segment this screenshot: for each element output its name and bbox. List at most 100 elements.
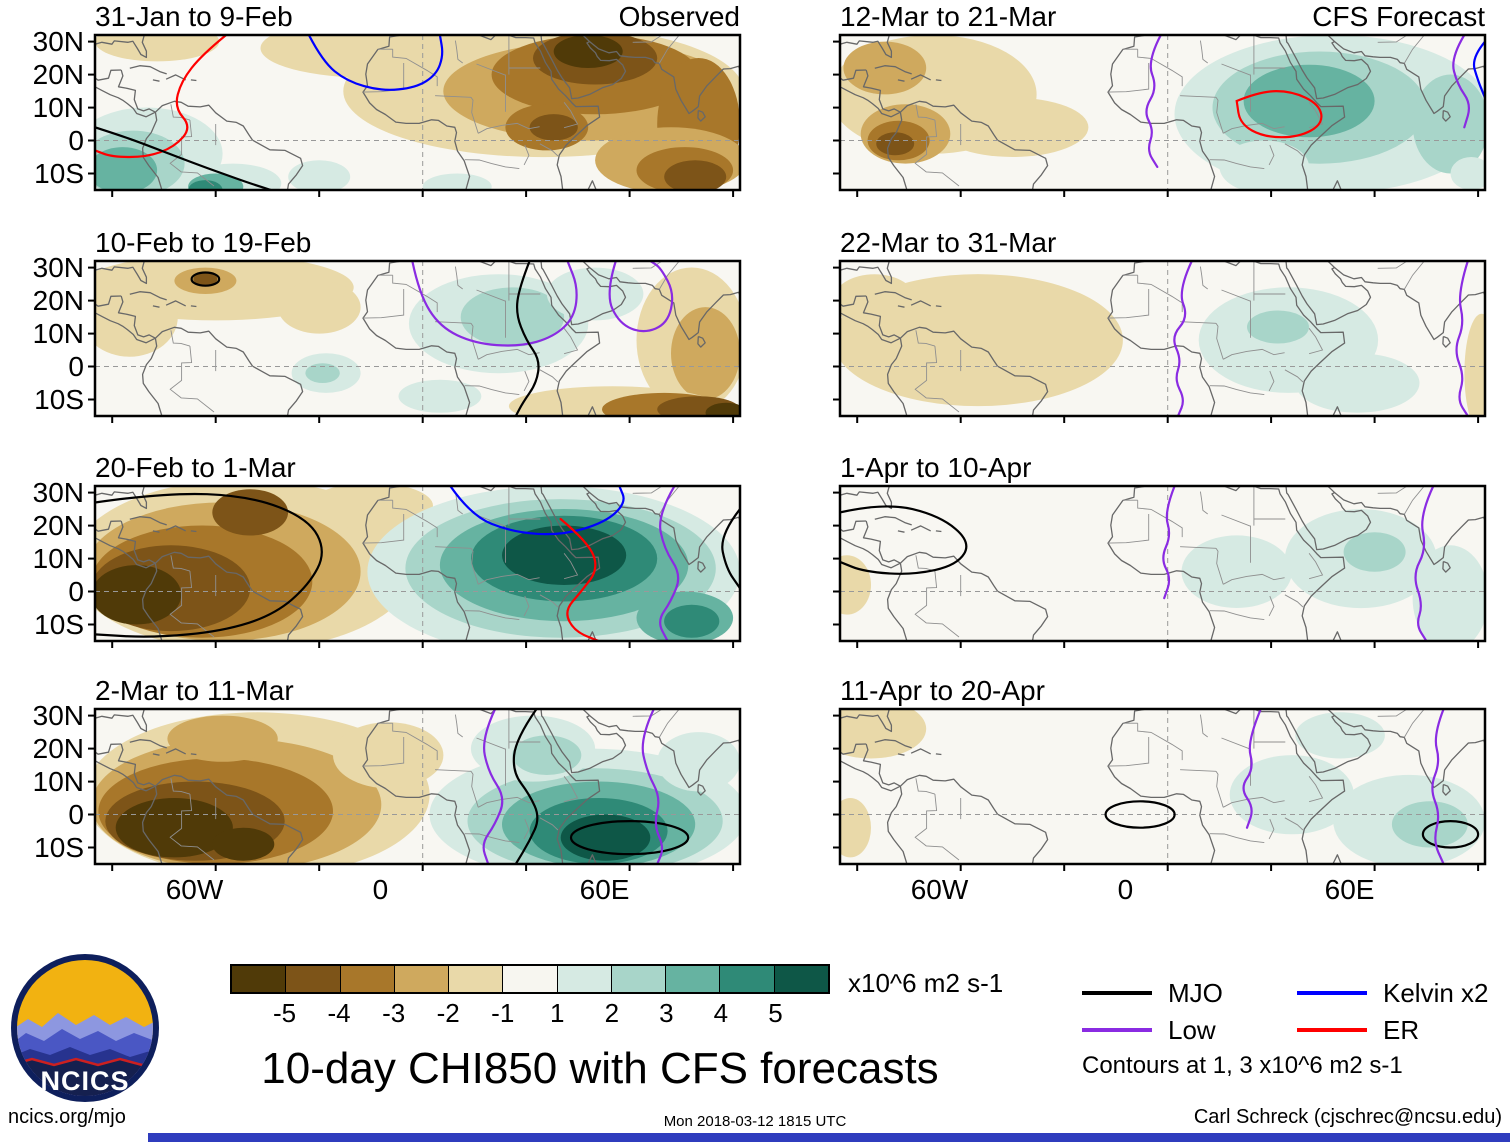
colorbar-segment [666, 966, 721, 992]
colorbar-segment [449, 966, 504, 992]
colorbar-segment [286, 966, 341, 992]
colorbar-tick-label: 4 [713, 998, 729, 1028]
panel-title: 31-Jan to 9-Feb [95, 1, 293, 32]
panel-title: 20-Feb to 1-Mar [95, 452, 296, 483]
panel-title: 11-Apr to 20-Apr [840, 675, 1045, 706]
lon-axis-label: 60E [1324, 874, 1375, 905]
map-panel-1 [88, 33, 742, 197]
ncics-logo: NCICS [11, 954, 159, 1102]
lon-axis-label: 0 [1117, 874, 1134, 905]
colorbar-tick-label: -5 [272, 998, 297, 1028]
colorbar-tick-label: -3 [382, 998, 406, 1028]
lat-axis-label: 10N [32, 317, 84, 349]
colorbar-tick-label: 3 [659, 998, 674, 1028]
lat-axis-label: 10N [32, 91, 84, 123]
panel-header: 12-Mar to 21-Mar CFS Forecast [840, 2, 1485, 32]
panel-title: 22-Mar to 31-Mar [840, 227, 1057, 258]
map-panel-5 [833, 33, 1487, 197]
legend-line-sample [1297, 991, 1367, 995]
lat-axis-label: 20N [32, 732, 84, 764]
lon-axis-label: 60W [165, 874, 224, 905]
lat-axis-label: 30N [32, 699, 84, 731]
colorbar-segment [557, 966, 612, 992]
panel-corner-label: CFS Forecast [1312, 1, 1485, 32]
panel-header: 10-Feb to 19-Feb [95, 228, 740, 258]
colorbar-segment [720, 966, 775, 992]
colorbar-tick-labels: -5 -4 -3 -2 -1 1 2 3 4 5 [230, 998, 830, 1030]
lat-axis-label: 20N [32, 509, 84, 541]
lat-axis-label: 30N [32, 25, 84, 57]
map-plot [833, 707, 1487, 871]
colorbar-tick-label: -1 [491, 998, 515, 1028]
map-plot [833, 484, 1487, 648]
legend-line-sample [1082, 991, 1152, 995]
lat-axis-label: 0 [68, 124, 84, 156]
lat-axis-label: 10N [32, 542, 84, 574]
lat-axis-label: 20N [32, 58, 84, 90]
colorbar-tick-label: -4 [327, 998, 351, 1028]
contour-note: Contours at 1, 3 x10^6 m2 s-1 [1082, 1052, 1403, 1079]
lat-axis-label: 0 [68, 350, 84, 382]
lat-axis-label: 30N [32, 476, 84, 508]
footer-credit: Carl Schreck (cjschrec@ncsu.edu) [1193, 1106, 1502, 1128]
legend-line-sample [1297, 1028, 1367, 1032]
lon-axis-label: 60E [579, 874, 630, 905]
panel-corner-label: Observed [618, 1, 740, 32]
colorbar-segment [394, 966, 450, 992]
legend-item-label: Kelvin x2 [1383, 978, 1489, 1008]
main-title: 10-day CHI850 with CFS forecasts [261, 1044, 939, 1093]
footer-timestamp: Mon 2018-03-12 1815 UTC [663, 1113, 847, 1130]
map-plot [833, 33, 1487, 197]
panel-title: 12-Mar to 21-Mar [840, 1, 1057, 32]
panel-header: 22-Mar to 31-Mar [840, 228, 1485, 258]
legend-item-label: Low [1168, 1015, 1216, 1045]
map-panel-2 [88, 259, 742, 423]
lat-axis-label: 30N [32, 251, 84, 283]
colorbar-segment [340, 966, 395, 992]
map-panel-3 [88, 484, 742, 648]
legend-item-label: MJO [1168, 978, 1223, 1008]
panel-title: 10-Feb to 19-Feb [95, 227, 312, 258]
lon-axis-label: 60W [910, 874, 969, 905]
colorbar-tick-label: -2 [436, 998, 460, 1028]
panel-header: 20-Feb to 1-Mar [95, 453, 740, 483]
map-panel-4 [88, 707, 742, 871]
colorbar-tick-label: 1 [550, 998, 565, 1028]
map-panel-7 [833, 484, 1487, 648]
panel-title: 1-Apr to 10-Apr [840, 452, 1032, 483]
colorbar-tick-label: 2 [604, 998, 620, 1028]
colorbar-tick-label: 5 [768, 998, 783, 1028]
lat-axis-label: 10S [34, 383, 84, 415]
panel-header: 11-Apr to 20-Apr [840, 676, 1485, 706]
panel-header: 1-Apr to 10-Apr [840, 453, 1485, 483]
panel-title: 2-Mar to 11-Mar [95, 675, 294, 706]
colorbar-segment [611, 966, 667, 992]
map-plot [88, 707, 742, 871]
lat-axis-label: 20N [32, 284, 84, 316]
colorbar-unit-label: x10^6 m2 s-1 [848, 968, 1004, 998]
bottom-bar [148, 1133, 1510, 1142]
lat-axis-label: 0 [68, 798, 84, 830]
ncics-logo-text: NCICS [40, 1066, 129, 1096]
map-plot [88, 259, 742, 423]
logo-red-line [17, 1057, 153, 1067]
lat-axis-label: 10S [34, 608, 84, 640]
legend-item-label: ER [1383, 1015, 1420, 1045]
colorbar-segment [774, 966, 828, 992]
lat-axis-label: 0 [68, 575, 84, 607]
legend-line-sample [1082, 1028, 1152, 1032]
map-panel-6 [833, 259, 1487, 423]
panel-header: 2-Mar to 11-Mar [95, 676, 740, 706]
footer-site: ncics.org/mjo [8, 1106, 126, 1128]
map-plot [88, 484, 742, 648]
map-panel-8 [833, 707, 1487, 871]
lon-axis-label: 0 [372, 874, 389, 905]
map-plot [833, 259, 1487, 423]
colorbar-segment [503, 966, 558, 992]
lat-axis-label: 10S [34, 157, 84, 189]
legend: MJO Kelvin x2 Low ER [1082, 978, 1510, 1052]
colorbar-segment [232, 966, 287, 992]
colorbar: -5 -4 -3 -2 -1 1 2 3 4 5 [230, 964, 830, 1030]
lat-axis-label: 10N [32, 765, 84, 797]
